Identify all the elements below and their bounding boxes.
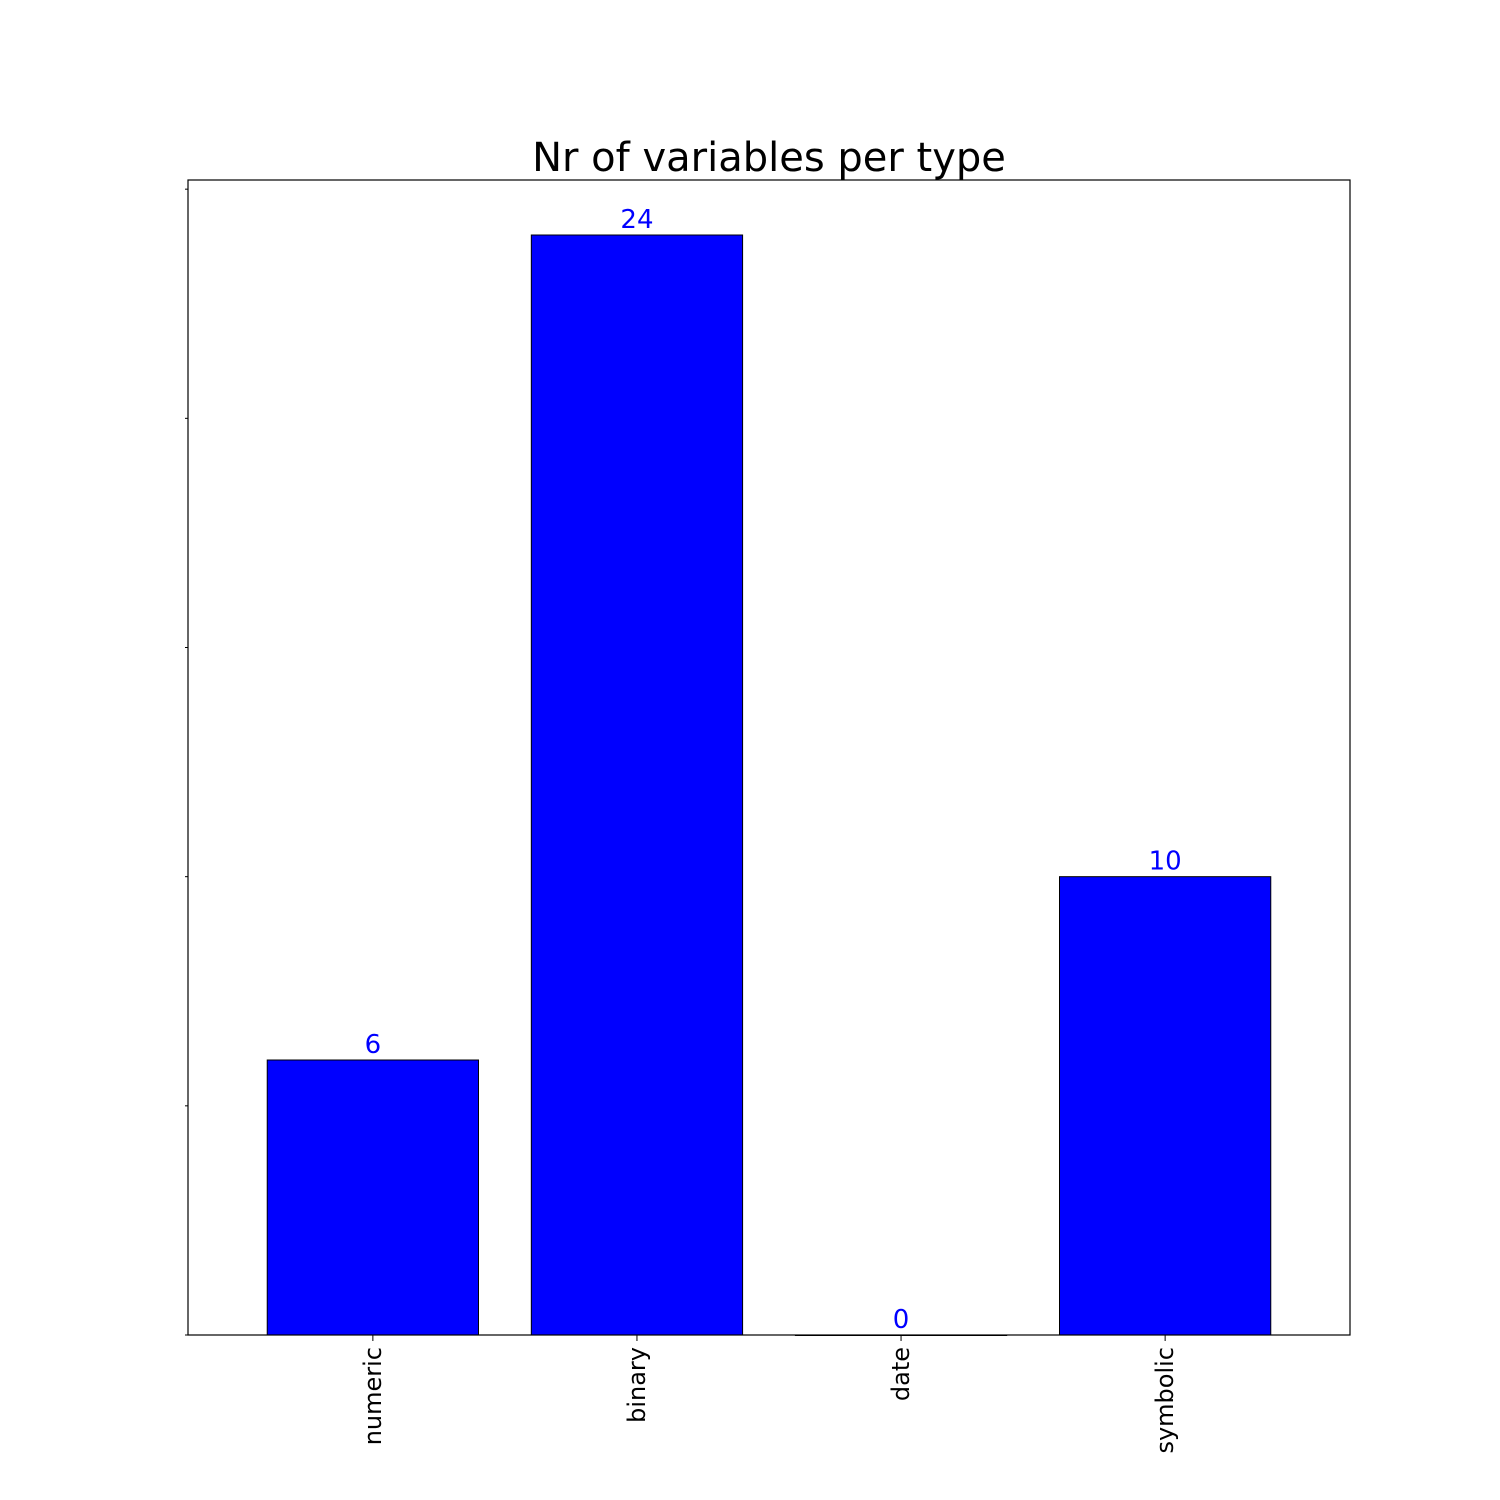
value-label-binary: 24 <box>620 205 653 235</box>
value-label-symbolic: 10 <box>1149 847 1182 877</box>
bars-layer <box>266 234 1272 1336</box>
labels-layer: 6 numeric 24 binary 0 date 10 symbolic <box>359 205 1182 1454</box>
x-tick-label-binary: binary <box>623 1347 651 1423</box>
x-tick-label-numeric: numeric <box>359 1347 387 1445</box>
bar-binary <box>530 234 744 1336</box>
chart-title: Nr of variables per type <box>532 135 1006 181</box>
x-tick-label-date: date <box>887 1347 915 1401</box>
x-tick-label-symbolic: symbolic <box>1151 1347 1179 1454</box>
bar-symbolic <box>1059 876 1272 1336</box>
axes-frame <box>187 179 1351 1336</box>
bar-numeric <box>266 1059 479 1336</box>
y-axis-ticks <box>185 188 1166 1341</box>
value-label-date: 0 <box>893 1305 910 1335</box>
value-label-numeric: 6 <box>365 1030 382 1060</box>
